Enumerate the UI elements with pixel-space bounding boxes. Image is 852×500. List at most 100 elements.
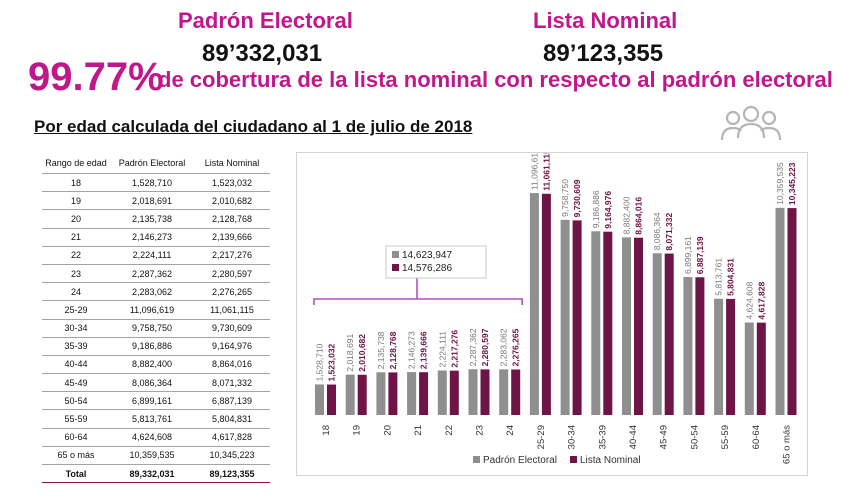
table-cell-lista: 9,164,976	[194, 337, 270, 356]
bar-padron	[499, 369, 509, 415]
table-cell-padron: 6,899,161	[110, 391, 194, 411]
table-cell-lista: 2,139,666	[194, 228, 270, 247]
table-cell-age: 25-29	[42, 300, 110, 320]
table-cell-age: 18	[42, 173, 110, 193]
table-row: 50-54 6,899,161 6,887,139	[42, 391, 270, 411]
x-tick-label: 50-54	[689, 425, 700, 449]
table-cell-age: 22	[42, 246, 110, 265]
bar-lista	[664, 253, 674, 415]
chart-frame: 1,528,710 1,523,032 18 2,018,691 2,010,682 19…	[296, 148, 808, 476]
table-row: 18 1,528,710 1,523,032	[42, 173, 270, 193]
x-tick-label: 35-39	[597, 425, 608, 449]
bar-padron	[376, 372, 386, 415]
bar-chart: 1,528,710 1,523,032 18 2,018,691 2,010,682 19…	[313, 148, 797, 466]
data-label-padron: 4,624,608	[744, 281, 754, 319]
table-cell-lista: 8,071,332	[194, 373, 270, 393]
table-cell-age: 20	[42, 209, 110, 229]
table-cell-padron: 2,146,273	[110, 228, 194, 247]
x-tick-label: 23	[475, 425, 486, 436]
x-tick-label: 55-59	[720, 425, 731, 449]
bar-padron	[437, 370, 447, 415]
bar-padron	[622, 237, 631, 415]
table-cell-padron: 10,359,535	[110, 446, 194, 466]
table-cell-age: 30-34	[42, 319, 110, 338]
table-cell-age: 23	[42, 264, 110, 284]
table-cell-padron: 9,186,886	[110, 337, 194, 356]
table-cell-age: 65 o más	[42, 446, 110, 466]
table-cell-padron: 2,018,691	[110, 191, 194, 211]
table-row: 55-59 5,813,761 5,804,831	[42, 409, 270, 429]
data-label-lista: 8,071,332	[664, 212, 674, 250]
table-row: 23 2,287,362 2,280,597	[42, 264, 270, 284]
table-cell-padron: 8,086,364	[110, 373, 194, 393]
data-table: Rango de edad Padrón Electoral Lista Nom…	[42, 153, 270, 484]
x-tick-label: 45-49	[659, 425, 670, 449]
data-label-padron: 2,135,738	[376, 331, 386, 369]
data-label-lista: 4,617,828	[756, 282, 766, 320]
table-cell-lista: 1,523,032	[194, 173, 270, 193]
x-tick-label: 40-44	[628, 425, 639, 449]
people-group-icon	[720, 105, 782, 141]
bar-padron	[591, 231, 601, 415]
table-row: 21 2,146,273 2,139,666	[42, 228, 270, 247]
table-cell-age: 40-44	[42, 355, 110, 375]
x-tick-label: 30-34	[567, 425, 578, 449]
table-total-label: Total	[42, 464, 110, 484]
annotation-swatch-lista	[392, 264, 399, 271]
bar-lista	[327, 384, 336, 415]
bar-padron	[683, 277, 693, 415]
bar-lista	[449, 370, 459, 415]
table-cell-age: 60-64	[42, 428, 110, 447]
data-label-padron: 8,086,364	[652, 212, 662, 250]
table-cell-padron: 4,624,608	[110, 428, 194, 447]
table-cell-padron: 8,882,400	[110, 355, 194, 375]
bar-padron	[744, 322, 754, 415]
legend-swatch-lista	[570, 456, 577, 463]
data-label-padron: 8,882,400	[622, 196, 632, 234]
bar-padron	[775, 207, 785, 415]
bar-lista	[756, 322, 766, 415]
table-cell-lista: 2,010,682	[194, 191, 270, 211]
coverage-text: de cobertura de la lista nominal con res…	[158, 67, 833, 92]
table-cell-padron: 2,135,738	[110, 209, 194, 229]
annotation-swatch-padron	[392, 251, 399, 258]
legend-swatch-padron	[473, 456, 480, 463]
bar-lista	[787, 208, 797, 415]
table-cell-lista: 4,617,828	[194, 428, 270, 447]
lista-value: 89’123,355	[543, 40, 664, 67]
data-label-padron: 6,899,161	[683, 236, 693, 274]
table-cell-padron: 11,096,619	[110, 300, 194, 320]
table-cell-padron: 2,287,362	[110, 264, 194, 284]
table-cell-padron: 1,528,710	[110, 173, 194, 193]
data-label-padron: 10,359,535	[775, 162, 785, 205]
table-row: 45-49 8,086,364 8,071,332	[42, 373, 270, 393]
data-label-padron: 2,224,111	[437, 331, 447, 368]
data-label-lista: 9,164,976	[603, 191, 613, 229]
bar-lista	[388, 372, 398, 415]
table-cell-age: 45-49	[42, 373, 110, 393]
bar-padron	[529, 193, 539, 415]
coverage-percent: 99.77%	[28, 55, 164, 99]
data-label-lista: 2,217,276	[449, 330, 459, 368]
table-cell-lista: 9,730,609	[194, 319, 270, 338]
table-row: 40-44 8,882,400 8,864,016	[42, 355, 270, 375]
data-label-padron: 2,018,691	[345, 334, 355, 372]
data-label-padron: 9,186,886	[591, 190, 601, 228]
legend-label-padron: Padrón Electoral	[483, 455, 557, 466]
data-label-lista: 8,864,016	[634, 197, 644, 235]
bar-padron	[345, 374, 355, 415]
data-label-lista: 5,804,831	[726, 258, 736, 296]
table-cell-lista: 2,128,768	[194, 209, 270, 229]
x-tick-label: 21	[413, 425, 424, 436]
table-cell-padron: 2,283,062	[110, 282, 194, 302]
table-cell-padron: 9,758,750	[110, 319, 194, 338]
annotation-box	[385, 245, 487, 279]
data-label-padron: 1,528,710	[315, 343, 325, 381]
x-tick-label: 25-29	[536, 425, 547, 449]
bar-padron	[407, 372, 417, 415]
x-tick-label: 22	[444, 425, 455, 436]
data-label-lista: 9,730,609	[572, 179, 582, 217]
table-row: 24 2,283,062 2,276,265	[42, 282, 270, 302]
table-cell-age: 55-59	[42, 409, 110, 429]
col-header-padron: Padrón Electoral	[110, 153, 194, 174]
